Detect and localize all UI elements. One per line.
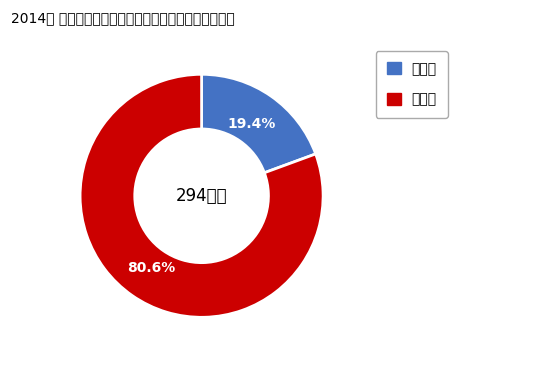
Legend: 小売業, 卸売業: 小売業, 卸売業: [376, 51, 448, 118]
Wedge shape: [80, 74, 323, 317]
Text: 294店舗: 294店舗: [176, 187, 227, 205]
Wedge shape: [202, 74, 316, 173]
Text: 2014年 商業の店舗数にしめる卸売業と小売業のシェア: 2014年 商業の店舗数にしめる卸売業と小売業のシェア: [11, 11, 235, 25]
Text: 80.6%: 80.6%: [127, 261, 176, 274]
Text: 19.4%: 19.4%: [227, 117, 276, 131]
